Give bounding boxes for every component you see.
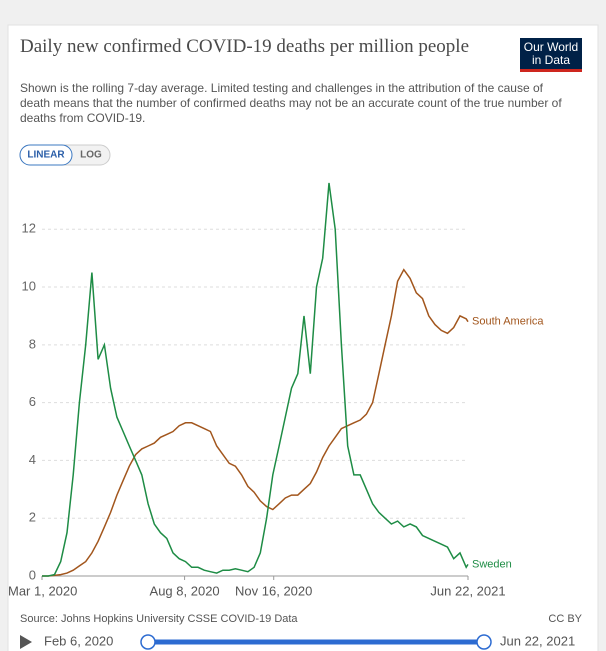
log-button[interactable]: LOG [80,150,102,161]
plot: 0 2 4 6 8 10 12 Mar 1, 2020 Aug 8, 2020 Nov 16, 2… [8,182,544,598]
timeline-start: Feb 6, 2020 [44,633,113,648]
chart-subtitle: Shown is the rolling 7-day average. Limi… [20,81,562,125]
y-tick-label: 0 [29,567,36,582]
y-tick-label: 8 [29,336,36,351]
series-label: Sweden [472,558,512,570]
series-label: South America [472,316,544,328]
scale-toggle[interactable]: LINEAR LOG [19,144,111,166]
y-tick-label: 12 [22,221,36,236]
logo: Our World in Data [520,38,582,72]
x-tick-label: Aug 8, 2020 [150,583,220,598]
logo-text: in Data [532,53,570,67]
chart-title: Daily new confirmed COVID-19 deaths per … [20,36,469,57]
y-tick-label: 6 [29,394,36,409]
x-tick-label: Mar 1, 2020 [8,583,77,598]
x-tick-label: Jun 22, 2021 [430,583,505,598]
play-button[interactable] [20,635,32,649]
series-line [42,268,469,577]
logo-underline [520,69,582,72]
toggle-active[interactable] [19,144,73,166]
y-tick-label: 2 [29,510,36,525]
card [7,24,599,651]
logo-text: Our World [524,40,578,54]
license: CC BY [548,613,582,625]
x-tick-label: Nov 16, 2020 [235,583,312,598]
y-tick-label: 10 [22,278,36,293]
series-line [42,182,469,577]
timeline-handle[interactable] [140,634,156,650]
source: Source: Johns Hopkins University CSSE CO… [20,613,298,625]
logo-box [520,38,582,72]
timeline-handle[interactable] [476,634,492,650]
linear-button[interactable]: LINEAR [27,150,65,161]
y-tick-label: 4 [29,452,36,467]
timeline-end: Jun 22, 2021 [500,633,575,648]
timeline[interactable]: Feb 6, 2020 Jun 22, 2021 [20,633,575,650]
